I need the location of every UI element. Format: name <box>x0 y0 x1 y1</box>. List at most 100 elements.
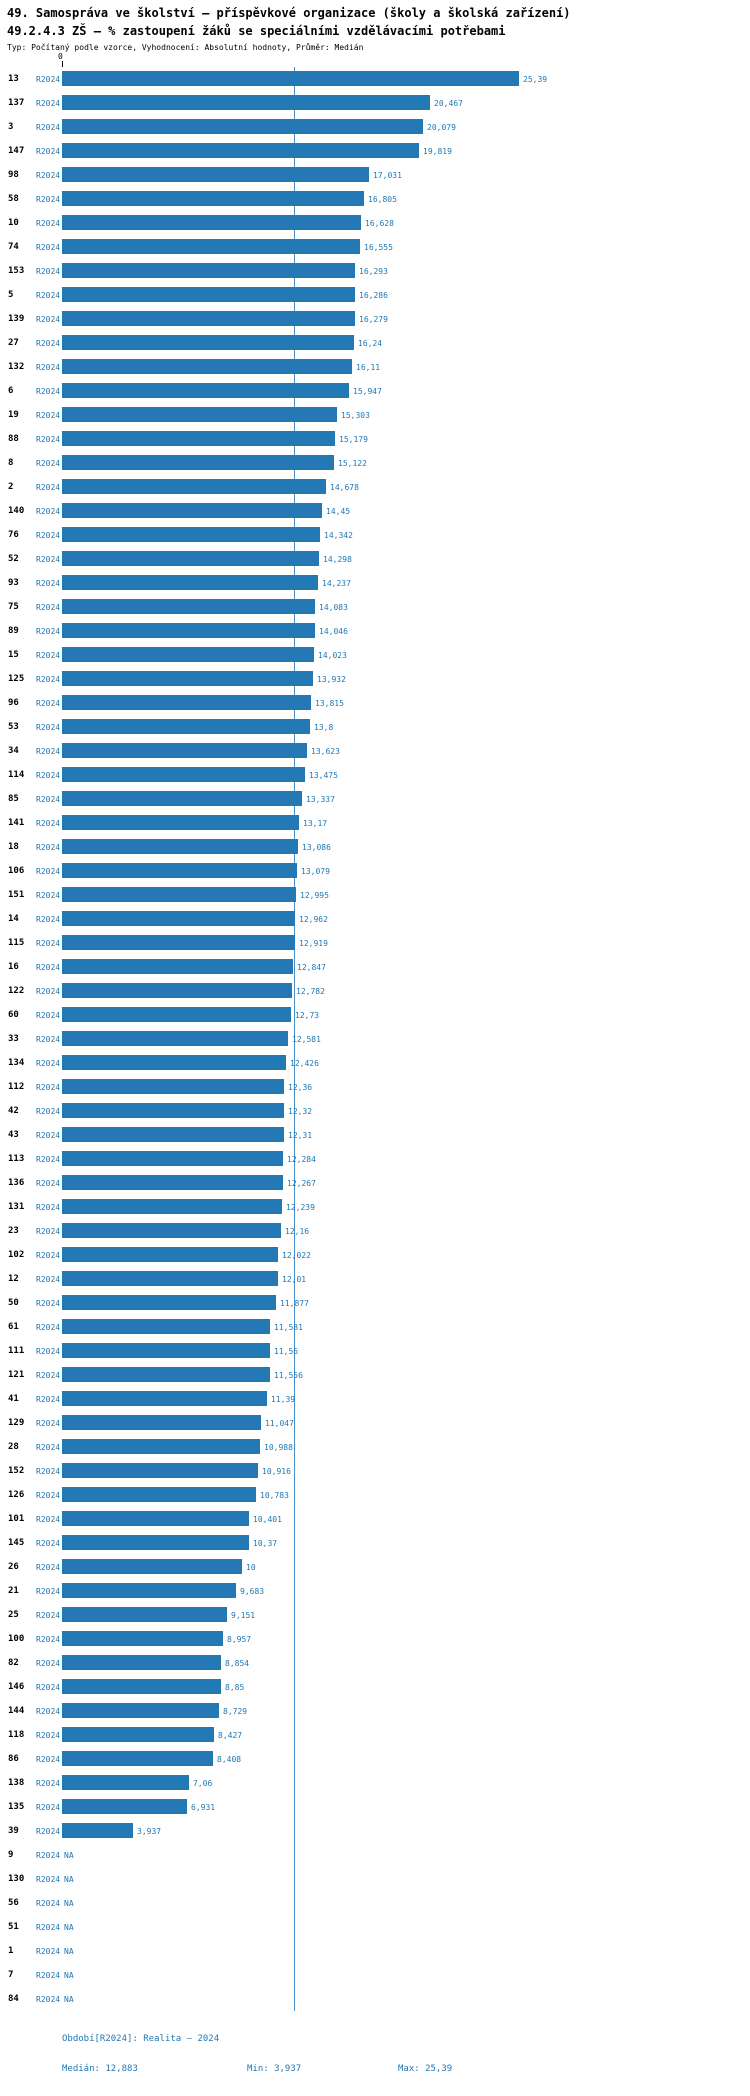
bar[interactable] <box>62 1775 189 1790</box>
bar[interactable] <box>62 1391 267 1406</box>
category-label: 140 <box>8 506 25 516</box>
bar[interactable] <box>62 311 355 326</box>
chart-row: 41 R2024 11,39 <box>0 1387 750 1411</box>
bar[interactable] <box>62 1199 282 1214</box>
value-label: 14,678 <box>330 483 359 492</box>
bar[interactable] <box>62 743 307 758</box>
bar[interactable] <box>62 1607 227 1622</box>
bar[interactable] <box>62 719 310 734</box>
bar[interactable] <box>62 383 349 398</box>
chart-row: 27 R2024 16,24 <box>0 331 750 355</box>
bar[interactable] <box>62 239 360 254</box>
bar[interactable] <box>62 1055 286 1070</box>
bar[interactable] <box>62 407 337 422</box>
bar[interactable] <box>62 1463 258 1478</box>
category-label: 16 <box>8 962 19 972</box>
series-label: R2024 <box>36 1107 61 1116</box>
series-label: R2024 <box>36 555 61 564</box>
bar[interactable] <box>62 1415 261 1430</box>
bar[interactable] <box>62 1367 270 1382</box>
bar[interactable] <box>62 887 296 902</box>
bar[interactable] <box>62 1439 260 1454</box>
bar[interactable] <box>62 551 319 566</box>
bar[interactable] <box>62 1535 249 1550</box>
bar[interactable] <box>62 1127 284 1142</box>
bar[interactable] <box>62 1655 221 1670</box>
bar[interactable] <box>62 1799 187 1814</box>
bar[interactable] <box>62 623 315 638</box>
bar[interactable] <box>62 119 423 134</box>
bar[interactable] <box>62 143 419 158</box>
bar[interactable] <box>62 791 302 806</box>
series-label: R2024 <box>36 939 61 948</box>
chart-row: 102 R2024 12,022 <box>0 1243 750 1267</box>
bar[interactable] <box>62 863 297 878</box>
bar[interactable] <box>62 335 354 350</box>
chart-row: 141 R2024 13,17 <box>0 811 750 835</box>
value-label: 8,85 <box>225 1683 245 1692</box>
bar[interactable] <box>62 167 369 182</box>
bar[interactable] <box>62 911 295 926</box>
bar[interactable] <box>62 1559 242 1574</box>
bar[interactable] <box>62 1583 236 1598</box>
bar[interactable] <box>62 1343 270 1358</box>
chart-row: 13 R2024 25,39 <box>0 67 750 91</box>
value-label: 17,031 <box>373 171 402 180</box>
bar[interactable] <box>62 1103 284 1118</box>
chart-row: 101 R2024 10,401 <box>0 1507 750 1531</box>
bar[interactable] <box>62 647 314 662</box>
bar[interactable] <box>62 1511 249 1526</box>
bar[interactable] <box>62 695 311 710</box>
bar[interactable] <box>62 1487 256 1502</box>
bar[interactable] <box>62 1175 283 1190</box>
bar[interactable] <box>62 359 352 374</box>
category-label: 50 <box>8 1298 19 1308</box>
bar[interactable] <box>62 767 305 782</box>
bar[interactable] <box>62 455 334 470</box>
bar[interactable] <box>62 215 361 230</box>
bar[interactable] <box>62 1823 133 1838</box>
bar[interactable] <box>62 671 313 686</box>
bar[interactable] <box>62 959 293 974</box>
bar[interactable] <box>62 1679 221 1694</box>
bar[interactable] <box>62 431 335 446</box>
series-label: R2024 <box>36 1899 61 1908</box>
bar[interactable] <box>62 1631 223 1646</box>
bar[interactable] <box>62 599 315 614</box>
category-label: 131 <box>8 1202 25 1212</box>
bar[interactable] <box>62 287 355 302</box>
category-label: 60 <box>8 1010 19 1020</box>
bar[interactable] <box>62 983 292 998</box>
bar[interactable] <box>62 263 355 278</box>
bar[interactable] <box>62 1703 219 1718</box>
bar[interactable] <box>62 1007 291 1022</box>
value-label: 10 <box>246 1563 256 1572</box>
bar[interactable] <box>62 1079 284 1094</box>
bar[interactable] <box>62 575 318 590</box>
bar[interactable] <box>62 1295 276 1310</box>
bar[interactable] <box>62 479 326 494</box>
bar[interactable] <box>62 1247 278 1262</box>
value-label: 10,988 <box>264 1443 293 1452</box>
bar[interactable] <box>62 935 295 950</box>
category-label: 6 <box>8 386 14 396</box>
bar[interactable] <box>62 95 430 110</box>
series-label: R2024 <box>36 771 61 780</box>
bar[interactable] <box>62 527 320 542</box>
bar[interactable] <box>62 1751 213 1766</box>
bar[interactable] <box>62 503 322 518</box>
value-label: 12,284 <box>287 1155 316 1164</box>
category-label: 76 <box>8 530 19 540</box>
value-label: 14,45 <box>326 507 351 516</box>
bar[interactable] <box>62 191 364 206</box>
bar[interactable] <box>62 1727 214 1742</box>
bar[interactable] <box>62 1151 283 1166</box>
bar[interactable] <box>62 1271 278 1286</box>
bar[interactable] <box>62 1319 270 1334</box>
chart-row: 126 R2024 10,783 <box>0 1483 750 1507</box>
bar[interactable] <box>62 1031 288 1046</box>
bar[interactable] <box>62 839 298 854</box>
bar[interactable] <box>62 71 519 86</box>
bar[interactable] <box>62 815 299 830</box>
bar[interactable] <box>62 1223 281 1238</box>
